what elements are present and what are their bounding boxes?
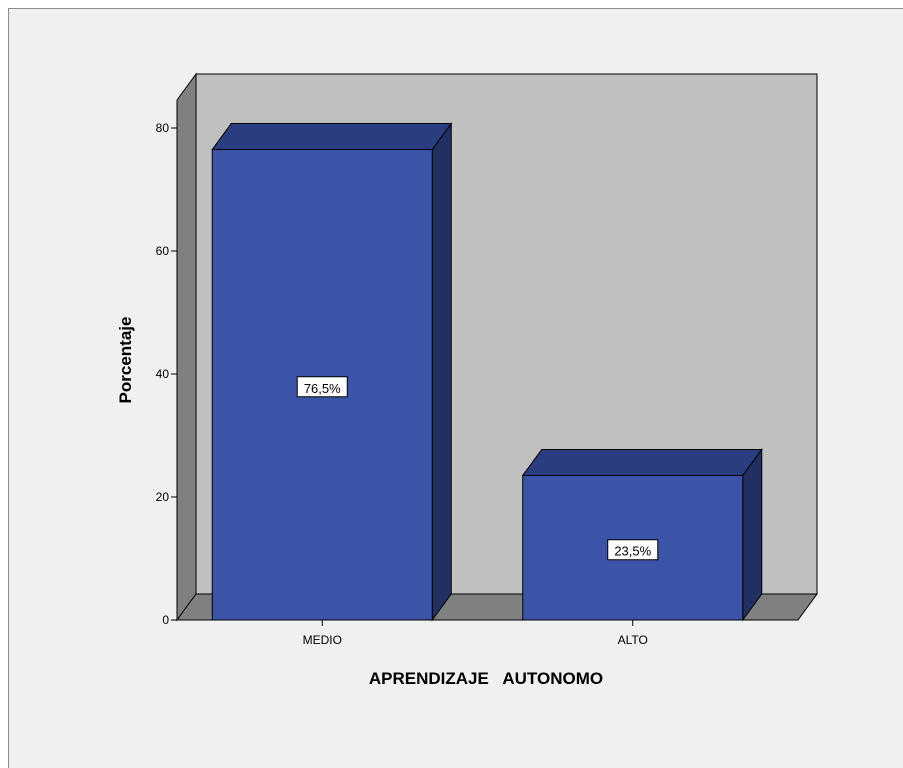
x-category-label: MEDIO: [303, 633, 342, 647]
y-tick-label: 80: [156, 121, 170, 135]
bar-side: [742, 447, 763, 622]
x-category-label: ALTO: [618, 633, 648, 647]
data-label: 23,5%: [614, 544, 651, 559]
bar-side: [431, 121, 452, 622]
bar-top: [211, 123, 453, 151]
y-tick-label: 40: [156, 367, 170, 381]
data-label-box: [607, 539, 659, 561]
y-tick-label: 60: [156, 244, 170, 258]
data-label-box: [296, 376, 348, 398]
data-label: 76,5%: [304, 381, 341, 396]
x-axis: MEDIO ALTO: [303, 620, 648, 647]
x-axis-title: APRENDIZAJE AUTONOMO: [369, 669, 603, 688]
bars: 76,5% 23,5%: [211, 121, 763, 622]
y-axis: 0 20 40 60 80: [156, 121, 177, 627]
y-tick-label: 20: [156, 490, 170, 504]
y-axis-title: Porcentaje: [116, 317, 135, 404]
bar: 76,5%: [211, 121, 453, 622]
plot-left-wall: [176, 72, 197, 622]
bar: 23,5%: [521, 447, 763, 622]
y-tick-label: 0: [162, 613, 169, 627]
bar-top: [521, 448, 763, 476]
